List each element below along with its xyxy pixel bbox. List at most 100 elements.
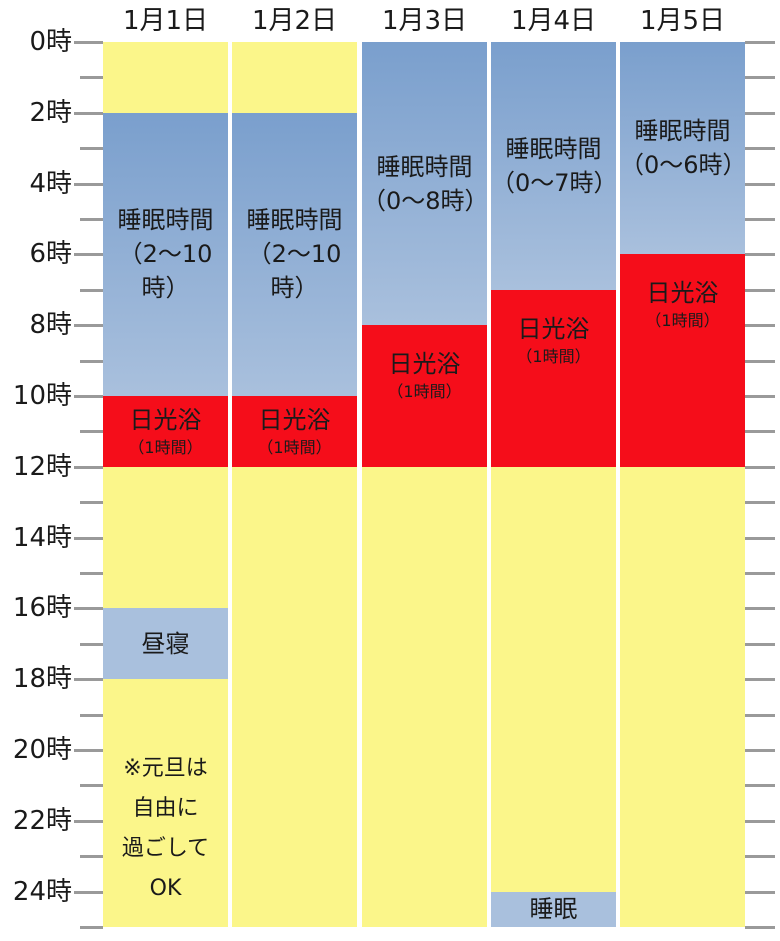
free-time-block: ※元旦は 自由に 過ごして OK: [103, 679, 228, 927]
axis-tick: [745, 395, 775, 398]
axis-tick: [74, 678, 103, 681]
hour-label: 24時: [12, 877, 72, 907]
axis-tick: [80, 784, 103, 787]
axis-tick: [74, 183, 103, 186]
note-line: OK: [149, 876, 182, 902]
day-label: 1月4日: [510, 6, 597, 36]
sleep-block: 睡眠時間 （0〜7時）: [491, 42, 618, 290]
axis-tick: [74, 466, 103, 469]
block-label: 睡眠時間: [117, 206, 214, 235]
sleep-block: 睡眠時間 （2〜10時）: [103, 112, 228, 396]
block-sublabel: （1時間）: [128, 438, 203, 458]
axis-tick: [745, 218, 775, 221]
block-label: 睡眠時間: [376, 153, 473, 181]
axis-tick: [745, 360, 775, 363]
hour-label: 22時: [12, 806, 72, 836]
axis-tick: [74, 41, 103, 44]
free-time-block: [362, 466, 487, 927]
note-line: 過ごして: [121, 836, 210, 862]
hour-label: 8時: [29, 310, 72, 340]
block-sublabel: （1時間）: [257, 438, 332, 458]
day-label: 1月2日: [251, 6, 338, 36]
day-label: 1月1日: [122, 6, 209, 36]
hour-label: 12時: [12, 452, 72, 482]
axis-tick: [745, 820, 775, 823]
axis-tick: [745, 678, 775, 681]
hour-label: 6時: [29, 239, 72, 269]
block-label: 日光浴: [517, 314, 590, 343]
axis-tick: [80, 855, 103, 858]
block-sublabel: （2〜10時）: [118, 240, 213, 303]
hour-label: 0時: [29, 27, 72, 57]
sunbath-block: 日光浴 （1時間）: [491, 289, 616, 467]
block-sublabel: （1時間）: [645, 311, 720, 331]
hour-label: 16時: [12, 593, 72, 623]
axis-tick: [745, 430, 775, 433]
block-sublabel: （0〜7時）: [491, 169, 618, 197]
axis-tick: [745, 112, 775, 115]
axis-tick: [80, 572, 103, 575]
sleep-block: 睡眠時間 （0〜6時）: [620, 42, 747, 255]
axis-tick: [745, 183, 775, 186]
sleep-block: 睡眠時間 （0〜8時）: [362, 42, 489, 326]
block-label: 昼寝: [141, 629, 190, 658]
axis-tick: [80, 926, 103, 929]
block-sublabel: （2〜10時）: [247, 240, 342, 303]
axis-tick: [745, 76, 775, 79]
axis-tick: [745, 855, 775, 858]
axis-tick: [80, 147, 103, 150]
axis-tick: [80, 501, 103, 504]
axis-tick: [74, 395, 103, 398]
axis-tick: [80, 430, 103, 433]
block-label: 日光浴: [258, 406, 331, 435]
axis-tick: [74, 253, 103, 256]
free-time-block: [491, 466, 616, 892]
axis-tick: [745, 643, 775, 646]
axis-tick: [745, 466, 775, 469]
block-label: 睡眠時間: [505, 135, 602, 163]
block-sublabel: （0〜8時）: [362, 187, 489, 215]
block-label: 睡眠時間: [246, 206, 343, 235]
free-time-block: [620, 466, 745, 927]
axis-tick: [74, 112, 103, 115]
hour-label: 18時: [12, 664, 72, 694]
axis-tick: [745, 749, 775, 752]
free-time-block: [232, 466, 357, 927]
block-label: 日光浴: [646, 279, 719, 308]
free-time-block: [103, 42, 228, 113]
block-label: 日光浴: [388, 350, 461, 379]
axis-tick: [745, 891, 775, 894]
axis-tick: [80, 218, 103, 221]
free-time-block: [103, 466, 228, 609]
axis-tick: [745, 501, 775, 504]
nap-block: 昼寝: [103, 608, 228, 680]
block-label: 睡眠時間: [634, 117, 731, 145]
axis-tick: [80, 643, 103, 646]
day-label: 1月3日: [381, 6, 468, 36]
axis-tick: [745, 784, 775, 787]
note-line: 自由に: [132, 796, 199, 822]
sunbath-block: 日光浴 （1時間）: [232, 396, 357, 467]
axis-tick: [745, 324, 775, 327]
axis-tick: [80, 289, 103, 292]
hour-label: 20時: [12, 735, 72, 765]
axis-tick: [74, 820, 103, 823]
hour-label: 10時: [12, 381, 72, 411]
axis-tick: [745, 253, 775, 256]
sunbath-block: 日光浴 （1時間）: [362, 325, 487, 467]
axis-tick: [74, 749, 103, 752]
axis-tick: [745, 714, 775, 717]
axis-tick: [74, 324, 103, 327]
day-label: 1月5日: [639, 6, 726, 36]
axis-tick: [745, 289, 775, 292]
axis-tick: [745, 572, 775, 575]
axis-tick: [80, 360, 103, 363]
axis-tick: [74, 537, 103, 540]
block-sublabel: （0〜6時）: [620, 151, 747, 179]
axis-tick: [74, 607, 103, 610]
sunbath-block: 日光浴 （1時間）: [103, 396, 228, 467]
hour-label: 4時: [29, 169, 72, 199]
axis-tick: [80, 714, 103, 717]
sunbath-block: 日光浴 （1時間）: [620, 254, 745, 467]
hour-label: 14時: [12, 523, 72, 553]
